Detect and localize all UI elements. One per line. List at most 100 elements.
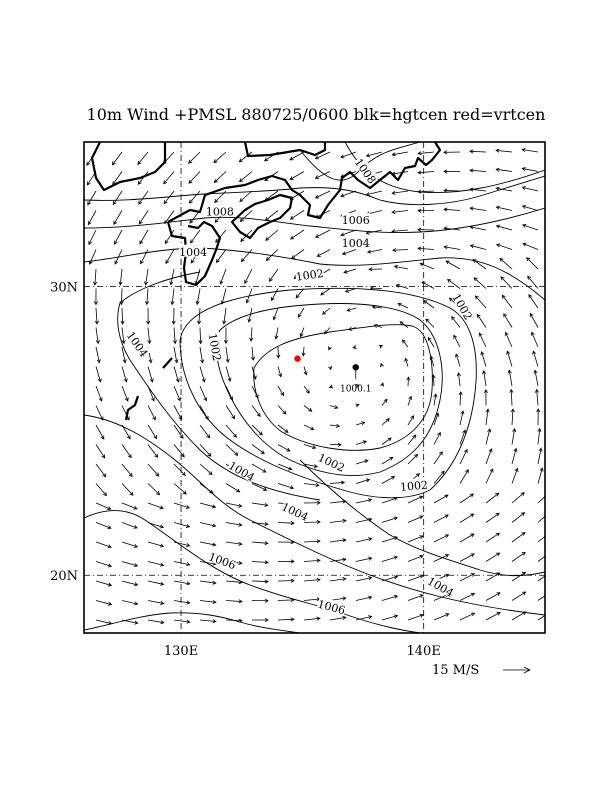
wind-arrow — [199, 444, 212, 457]
wind-arrow — [121, 522, 138, 529]
wind-arrow — [510, 408, 515, 426]
wind-arrow — [355, 459, 369, 465]
wind-arrow — [303, 539, 321, 544]
contour-label-2: 1006 — [341, 212, 370, 227]
wind-arrow — [433, 494, 449, 504]
wind-arrow — [355, 615, 373, 621]
wind-arrow — [527, 275, 539, 289]
wind-arrow — [355, 403, 360, 408]
wind-arrow — [328, 365, 332, 371]
wind-arrow — [476, 313, 487, 328]
wind-arrow — [190, 229, 201, 244]
wind-arrow — [173, 600, 191, 605]
wind-arrow — [530, 331, 539, 348]
wind-arrow — [95, 561, 113, 568]
wind-arrow — [121, 463, 133, 478]
wind-arrow — [433, 470, 445, 484]
wind-arrow — [114, 229, 123, 245]
wind-arrow — [95, 600, 113, 606]
wind-arrow — [314, 151, 331, 160]
wind-arrow — [277, 424, 289, 433]
wind-reference-label: 15 M/S — [432, 663, 479, 678]
lon-tick-label: 130E — [164, 644, 198, 659]
contour-label-text: 1008 — [352, 156, 379, 186]
wind-arrow — [485, 612, 501, 621]
wind-arrow — [222, 307, 227, 325]
wind-arrow — [111, 151, 123, 166]
wind-arrow — [238, 171, 253, 183]
wind-arrow — [173, 580, 191, 586]
wind-arrow — [393, 264, 409, 270]
wind-arrow — [355, 556, 373, 562]
wind-arrow — [485, 512, 500, 523]
wind-arrow — [406, 376, 411, 387]
wind-arrow — [121, 561, 139, 568]
wind-arrow — [329, 577, 347, 582]
wind-arrow — [329, 596, 347, 601]
wind-arrow — [329, 442, 342, 447]
wind-arrow — [251, 444, 265, 455]
wind-arrow — [485, 552, 501, 562]
wind-arrow — [381, 456, 394, 465]
wind-arrow — [459, 429, 467, 445]
wind-arrow — [381, 476, 396, 484]
contour-label-text: 1002 — [206, 332, 224, 362]
wind-arrow — [289, 151, 305, 161]
wind-arrow — [402, 339, 409, 348]
wind-arrow — [511, 591, 527, 601]
wind-arrow — [407, 495, 424, 504]
wind-arrow — [95, 483, 108, 497]
wind-arrow — [225, 444, 239, 456]
wind-arrow — [303, 444, 317, 450]
wind-arrow — [303, 424, 315, 431]
wind-arrow — [277, 463, 293, 471]
wind-arrow — [276, 346, 281, 359]
wind-arrow — [239, 190, 253, 203]
contour-label-7: 1004 — [124, 328, 152, 360]
wind-arrow — [240, 249, 253, 263]
wind-arrow — [443, 188, 461, 193]
wind-arrow — [365, 190, 383, 197]
contour-label-0: 1008 — [352, 155, 380, 186]
wind-arrow — [139, 229, 149, 245]
wind-arrow — [173, 385, 181, 402]
wind-arrow — [138, 210, 149, 225]
wind-arrow — [95, 385, 103, 402]
wind-arrow — [171, 307, 176, 325]
wind-arrow — [88, 229, 97, 246]
wind-arrow — [392, 248, 409, 253]
wind-arrow — [121, 541, 139, 548]
wind-arrow — [95, 522, 112, 530]
wind-arrow — [433, 451, 443, 465]
wind-arrow — [446, 278, 461, 289]
vorticity-center-dot — [294, 355, 301, 362]
ryukyu-island-b — [124, 395, 140, 421]
wind-arrow — [225, 366, 232, 382]
wind-arrow — [433, 534, 450, 543]
contour-label-text: 1008 — [206, 205, 234, 218]
wind-arrow — [417, 208, 435, 213]
contour-1006-south — [84, 510, 421, 633]
wind-arrow — [417, 246, 435, 251]
wind-arrow — [381, 516, 399, 523]
wind-arrow — [173, 483, 187, 495]
contour-label-text: 1002 — [400, 479, 429, 494]
wind-arrow — [95, 580, 113, 587]
wind-arrow — [277, 405, 287, 415]
wind-arrow — [303, 558, 321, 563]
wind-arrow — [485, 468, 494, 484]
wind-arrow — [251, 598, 269, 603]
wind-arrow — [381, 614, 399, 621]
contour-1008-north — [84, 175, 545, 206]
wind-arrow — [459, 448, 468, 465]
contour-1002-outer — [179, 287, 477, 499]
wind-arrow — [521, 147, 539, 153]
wind-arrow — [526, 257, 539, 270]
wind-arrow — [223, 327, 228, 345]
wind-arrow — [290, 229, 305, 240]
wind-arrow — [118, 268, 123, 286]
wind-arrow — [303, 577, 321, 582]
wind-arrow — [251, 560, 269, 565]
wind-arrow — [355, 421, 366, 426]
